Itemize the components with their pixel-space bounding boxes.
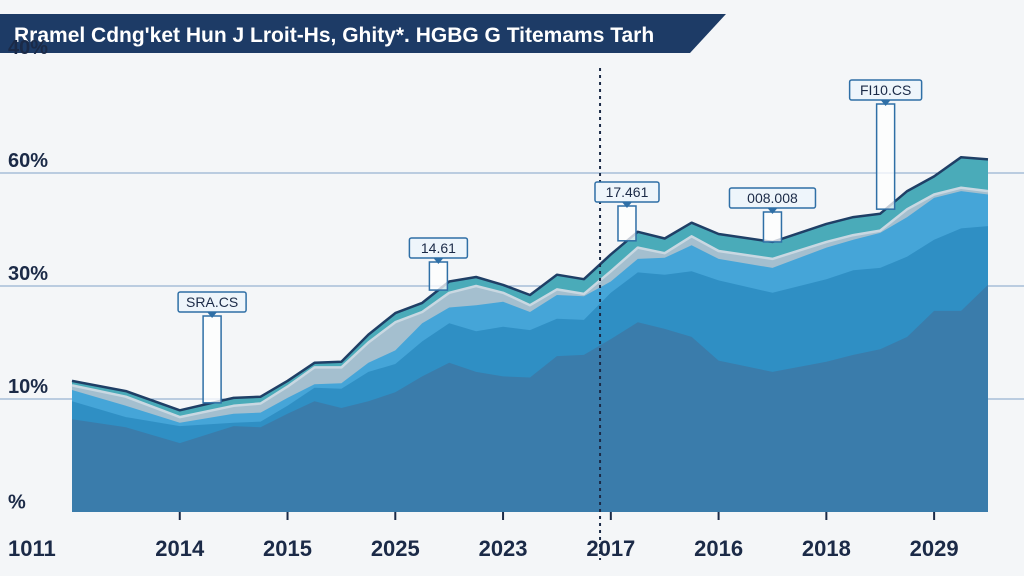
- callout-stem: [617, 205, 637, 242]
- callout-label: 008.008: [747, 190, 798, 206]
- x-axis: 1011 2014 2015 2025 2023 2017 2016 2018 2029: [8, 512, 959, 561]
- callout-box: [728, 187, 817, 209]
- callout-label: SRA.CS: [186, 294, 238, 310]
- area-series-1: [72, 284, 988, 512]
- y-tick-label: %: [8, 491, 26, 513]
- callout-label: FI10.CS: [860, 82, 911, 98]
- x-tick-label: 1011: [8, 536, 56, 561]
- callout-box: [177, 291, 247, 313]
- callout-pointer: [880, 100, 891, 106]
- callout-stem: [428, 261, 449, 291]
- x-tick-label: 2029: [910, 536, 959, 561]
- chart-title: Rramel Cdng'ket Hun J Lroit-Hs, Ghity*. …: [14, 24, 654, 47]
- x-tick-label: 2014: [155, 536, 205, 561]
- y-tick-label: 10%: [8, 376, 48, 398]
- callout-stem: [762, 211, 783, 243]
- x-tick-label: 2015: [263, 536, 312, 561]
- area-outline: [71, 155, 989, 412]
- callout-box: [848, 79, 923, 101]
- callout-pointer: [433, 258, 444, 264]
- y-tick-label: 60%: [8, 150, 48, 172]
- area-layer: [71, 68, 989, 560]
- x-tick-label: 2017: [586, 536, 635, 561]
- callout-stem: [875, 103, 896, 210]
- title-banner: [0, 14, 726, 53]
- callout-layer: SRA.CS 14.61 17.461 008.008 FI10.CS: [177, 79, 923, 404]
- y-axis: % 10% 30% 60% 40%: [8, 37, 48, 513]
- y-tick-label: 30%: [8, 263, 48, 285]
- callout-box: [594, 181, 660, 203]
- callout-pointer: [621, 202, 632, 208]
- x-tick-label: 2023: [479, 536, 528, 561]
- callout-label: 14.61: [421, 240, 456, 256]
- callout-box: [408, 237, 469, 259]
- x-tick-label: 2025: [371, 536, 420, 561]
- area-highlight-line: [71, 186, 989, 419]
- x-tick-label: 2016: [694, 536, 743, 561]
- x-tick-label: 2018: [802, 536, 851, 561]
- callout-pointer: [207, 312, 218, 318]
- callout-label: 17.461: [606, 184, 649, 200]
- y-tick-label: 40%: [8, 37, 48, 59]
- callout-stem: [202, 315, 222, 404]
- callout-pointer: [767, 208, 778, 214]
